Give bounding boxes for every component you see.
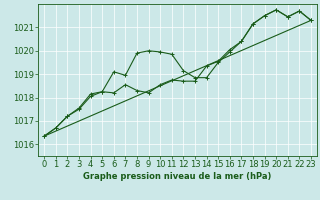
X-axis label: Graphe pression niveau de la mer (hPa): Graphe pression niveau de la mer (hPa) <box>84 172 272 181</box>
